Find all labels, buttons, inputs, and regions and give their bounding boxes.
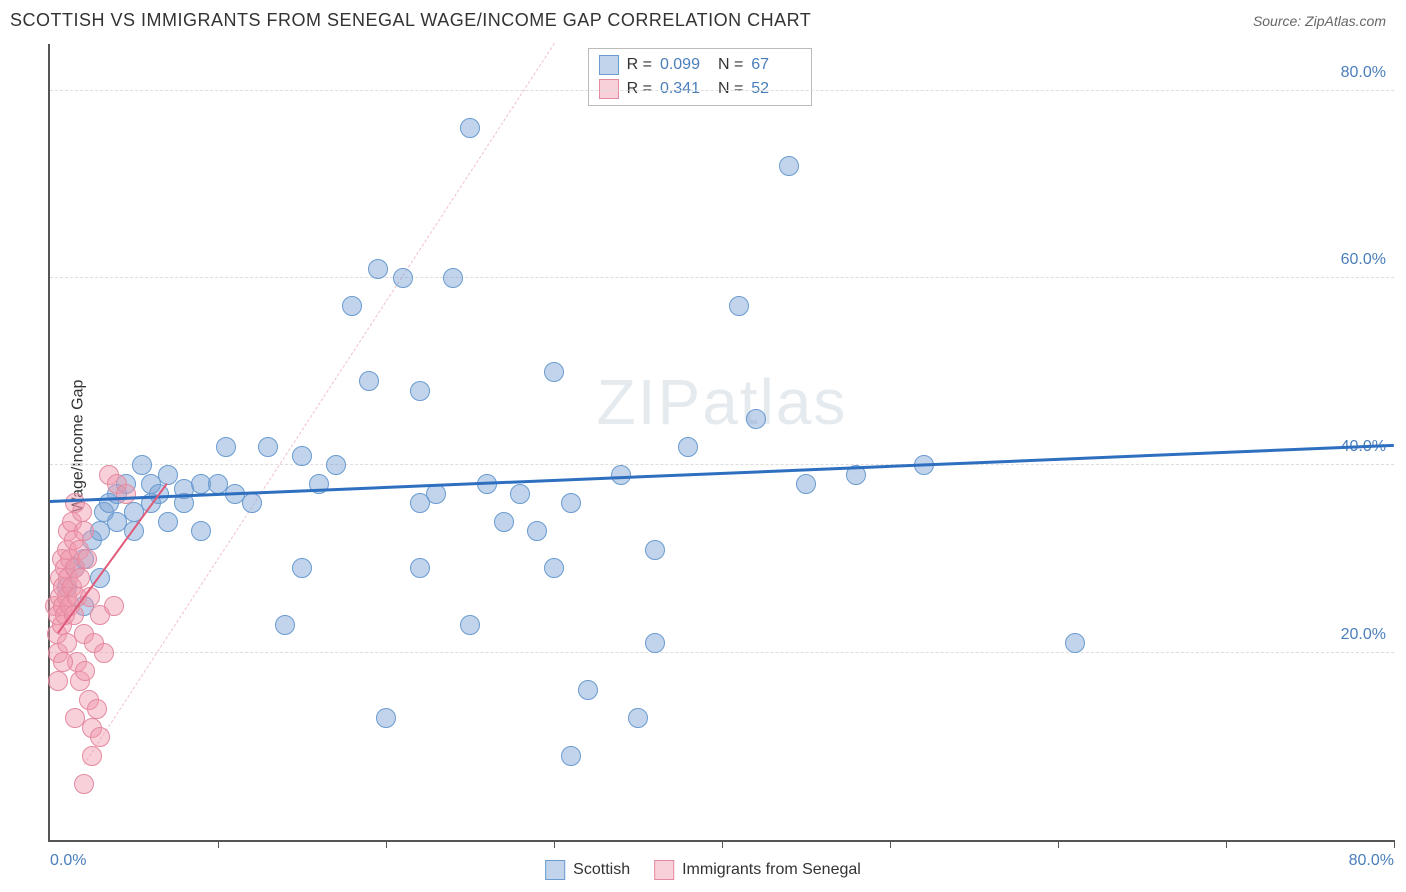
stats-legend-row: R = 0.099 N = 67 bbox=[599, 53, 802, 77]
legend-label: Scottish bbox=[573, 861, 630, 879]
x-axis-end-label: 80.0% bbox=[1349, 852, 1394, 870]
data-point bbox=[376, 708, 396, 728]
data-point bbox=[359, 371, 379, 391]
data-point bbox=[275, 615, 295, 635]
data-point bbox=[258, 437, 278, 457]
legend-swatch bbox=[545, 860, 565, 880]
data-point bbox=[544, 362, 564, 382]
data-point bbox=[158, 465, 178, 485]
data-point bbox=[53, 652, 73, 672]
legend-swatch bbox=[599, 55, 619, 75]
series-legend: Scottish Immigrants from Senegal bbox=[545, 860, 861, 880]
data-point bbox=[645, 540, 665, 560]
x-axis-start-label: 0.0% bbox=[50, 852, 86, 870]
y-tick-label: 20.0% bbox=[1341, 626, 1386, 644]
x-tick bbox=[890, 840, 891, 848]
data-point bbox=[292, 558, 312, 578]
scatter-chart: ZIPatlas R =0.099N =67R =0.341N =52 20.0… bbox=[48, 44, 1394, 842]
data-point bbox=[510, 484, 530, 504]
data-point bbox=[578, 680, 598, 700]
data-point bbox=[216, 437, 236, 457]
data-point bbox=[460, 118, 480, 138]
data-point bbox=[104, 596, 124, 616]
x-tick bbox=[554, 840, 555, 848]
r-label: R = bbox=[627, 56, 652, 74]
legend-label: Immigrants from Senegal bbox=[682, 861, 861, 879]
data-point bbox=[410, 381, 430, 401]
watermark: ZIPatlas bbox=[597, 365, 848, 439]
data-point bbox=[75, 661, 95, 681]
data-point bbox=[410, 558, 430, 578]
data-point bbox=[87, 699, 107, 719]
data-point bbox=[678, 437, 698, 457]
y-tick-label: 80.0% bbox=[1341, 64, 1386, 82]
x-tick bbox=[1058, 840, 1059, 848]
data-point bbox=[242, 493, 262, 513]
stats-legend: R =0.099N =67R =0.341N =52 bbox=[588, 48, 813, 106]
legend-item: Immigrants from Senegal bbox=[654, 860, 861, 880]
data-point bbox=[342, 296, 362, 316]
data-point bbox=[65, 708, 85, 728]
data-point bbox=[561, 493, 581, 513]
data-point bbox=[796, 474, 816, 494]
data-point bbox=[116, 484, 136, 504]
x-tick bbox=[218, 840, 219, 848]
data-point bbox=[72, 502, 92, 522]
data-point bbox=[729, 296, 749, 316]
n-value: 67 bbox=[751, 56, 801, 74]
x-tick bbox=[386, 840, 387, 848]
data-point bbox=[779, 156, 799, 176]
trend-line bbox=[83, 43, 554, 765]
data-point bbox=[77, 549, 97, 569]
data-point bbox=[90, 727, 110, 747]
x-tick bbox=[722, 840, 723, 848]
data-point bbox=[494, 512, 514, 532]
data-point bbox=[628, 708, 648, 728]
data-point bbox=[443, 268, 463, 288]
data-point bbox=[74, 521, 94, 541]
data-point bbox=[561, 746, 581, 766]
gridline bbox=[50, 464, 1394, 465]
data-point bbox=[368, 259, 388, 279]
trend-line bbox=[50, 444, 1394, 503]
legend-swatch bbox=[654, 860, 674, 880]
gridline bbox=[50, 652, 1394, 653]
data-point bbox=[460, 615, 480, 635]
gridline bbox=[50, 90, 1394, 91]
n-label: N = bbox=[718, 56, 743, 74]
data-point bbox=[645, 633, 665, 653]
data-point bbox=[74, 774, 94, 794]
gridline bbox=[50, 277, 1394, 278]
data-point bbox=[70, 568, 90, 588]
legend-item: Scottish bbox=[545, 860, 630, 880]
data-point bbox=[527, 521, 547, 541]
source-label: Source: ZipAtlas.com bbox=[1253, 13, 1386, 29]
chart-title: SCOTTISH VS IMMIGRANTS FROM SENEGAL WAGE… bbox=[10, 10, 811, 31]
data-point bbox=[94, 643, 114, 663]
data-point bbox=[48, 671, 68, 691]
data-point bbox=[326, 455, 346, 475]
data-point bbox=[393, 268, 413, 288]
data-point bbox=[746, 409, 766, 429]
x-tick bbox=[1394, 840, 1395, 848]
data-point bbox=[611, 465, 631, 485]
data-point bbox=[82, 746, 102, 766]
data-point bbox=[292, 446, 312, 466]
r-value: 0.099 bbox=[660, 56, 710, 74]
x-tick bbox=[1226, 840, 1227, 848]
data-point bbox=[132, 455, 152, 475]
data-point bbox=[191, 521, 211, 541]
data-point bbox=[544, 558, 564, 578]
y-tick-label: 60.0% bbox=[1341, 251, 1386, 269]
data-point bbox=[158, 512, 178, 532]
data-point bbox=[1065, 633, 1085, 653]
